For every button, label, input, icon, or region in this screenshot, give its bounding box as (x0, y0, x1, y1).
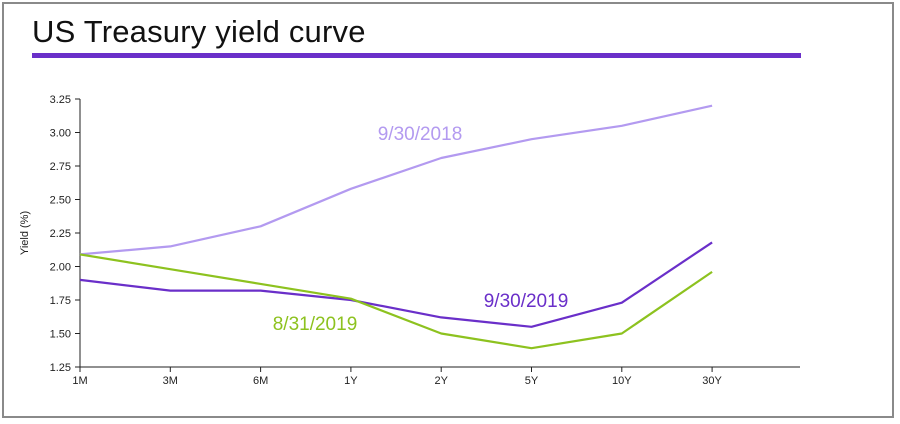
page-title: US Treasury yield curve (32, 14, 366, 49)
chart-frame (2, 2, 894, 418)
y-tick-label: 2.00 (50, 262, 71, 274)
x-tick-label: 1M (72, 375, 87, 387)
y-tick-label: 1.25 (50, 362, 71, 374)
y-tick-label: 2.75 (50, 161, 71, 173)
y-tick-label: 1.50 (50, 329, 71, 341)
title-underline (32, 53, 801, 58)
series-line-1 (79, 241, 713, 328)
x-tick-label: 1Y (344, 375, 358, 387)
series-label-0: 9/30/2018 (378, 124, 463, 145)
series-label-1: 9/30/2019 (484, 291, 569, 312)
x-ticks: 1M 3M 6M 1Y 2Y 5Y 10Y 30Y (72, 367, 723, 387)
y-axis-label: Yield (%) (19, 211, 31, 255)
y-tick-label: 2.25 (50, 228, 71, 240)
series-line-0 (79, 104, 713, 256)
x-tick-label: 10Y (612, 375, 632, 387)
x-tick-label: 30Y (702, 375, 722, 387)
x-tick-label: 2Y (434, 375, 448, 387)
y-tick-label: 3.00 (50, 128, 71, 140)
series-label-2: 8/31/2019 (273, 314, 358, 335)
y-ticks: 1.25 1.50 1.75 2.00 2.25 2.50 2.75 3.00 3.25 (50, 94, 80, 374)
series-lines (79, 104, 713, 350)
y-tick-label: 1.75 (50, 295, 71, 307)
y-tick-label: 3.25 (50, 94, 71, 106)
series-line-2 (79, 253, 713, 350)
y-tick-label: 2.50 (50, 195, 71, 207)
series-labels: 9/30/2018 9/30/2019 8/31/2019 (273, 124, 569, 335)
x-tick-label: 6M (253, 375, 268, 387)
x-tick-label: 5Y (525, 375, 539, 387)
x-tick-label: 3M (163, 375, 178, 387)
